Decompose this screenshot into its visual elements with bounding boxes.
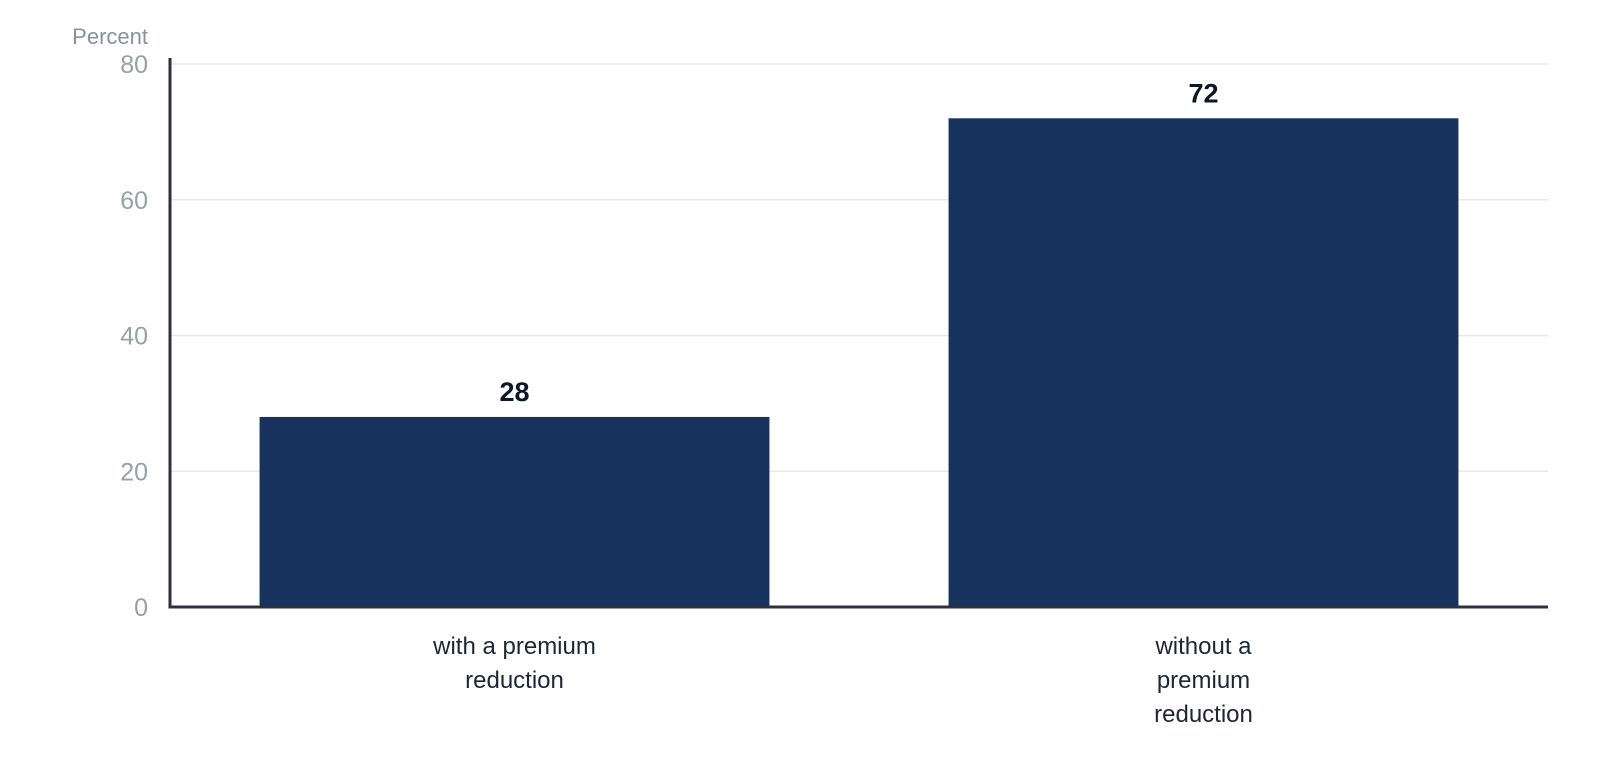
x-tick-label-line: premium bbox=[1157, 667, 1250, 694]
x-tick-label-line: reduction bbox=[1154, 701, 1253, 728]
bar bbox=[948, 118, 1459, 608]
bars bbox=[259, 118, 1459, 608]
x-tick-label-line: reduction bbox=[465, 667, 564, 694]
x-tick-label: without a premium reduction bbox=[1154, 633, 1253, 728]
y-tick-label: 40 bbox=[120, 323, 148, 351]
data-labels: 28 72 bbox=[499, 78, 1218, 407]
y-axis-label: Percent bbox=[72, 24, 148, 49]
bar-data-label: 72 bbox=[1188, 78, 1218, 108]
bar bbox=[259, 416, 770, 607]
y-tick-label: 60 bbox=[120, 187, 148, 215]
x-tick-label-line: with a premium bbox=[432, 633, 596, 660]
y-tick-label: 0 bbox=[134, 594, 148, 622]
y-tick-label: 20 bbox=[120, 458, 148, 486]
x-tick-labels: with a premium reduction without a premium r… bbox=[432, 633, 1253, 728]
y-tick-labels: 0 20 40 60 80 bbox=[120, 51, 148, 622]
x-tick-label: with a premium reduction bbox=[432, 633, 596, 694]
bar-data-label: 28 bbox=[499, 377, 529, 407]
x-tick-label-line: without a bbox=[1154, 633, 1252, 660]
y-tick-label: 80 bbox=[120, 51, 148, 79]
